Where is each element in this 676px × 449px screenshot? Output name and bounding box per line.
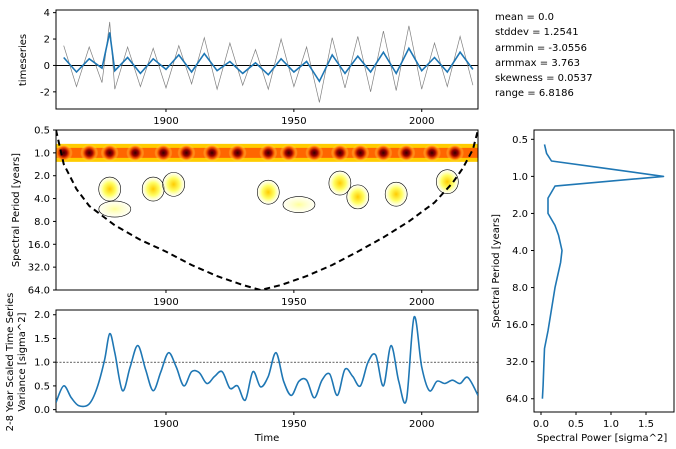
timeseries-smoothed-line xyxy=(63,32,474,83)
timeseries-ytick-label: 4 xyxy=(44,8,50,19)
global-ytick-label: 8.0 xyxy=(512,283,528,294)
global-xtick-label: 0.0 xyxy=(533,419,549,430)
wavelet-ylabel: Spectral Period [years] xyxy=(11,153,22,267)
power-contour xyxy=(384,181,408,207)
variance-ylabel-line1: 2-8 Year Scaled Time Series xyxy=(5,293,16,432)
annual-hotspot xyxy=(126,143,145,162)
global-ytick-label: 4.0 xyxy=(512,246,528,257)
scaled-variance-line xyxy=(56,316,478,408)
annual-hotspot xyxy=(330,143,349,162)
spectrum-ytick-label: 1.0 xyxy=(34,148,50,159)
stat-skewness: skewness = 0.0537 xyxy=(495,73,593,85)
variance-ytick-label: 0.0 xyxy=(34,405,50,416)
power-contour xyxy=(346,184,370,210)
timeseries-xtick-label: 2000 xyxy=(409,116,434,127)
global-xtick-label: 1.5 xyxy=(638,419,654,430)
annual-hotspot xyxy=(177,143,196,162)
power-contour xyxy=(98,200,132,218)
variance-xlabel: Time xyxy=(254,433,279,444)
global-ytick-label: 1.0 xyxy=(512,172,528,183)
annual-hotspot xyxy=(228,143,247,162)
annual-hotspot xyxy=(445,143,464,162)
global-ytick-label: 64.0 xyxy=(506,394,528,405)
global-ytick-label: 32.0 xyxy=(506,357,528,368)
annual-hotspot xyxy=(422,143,441,162)
global-ytick-label: 2.0 xyxy=(512,209,528,220)
global-ytick-label: 16.0 xyxy=(506,320,528,331)
annual-hotspot xyxy=(203,143,222,162)
variance-xtick-label: 1900 xyxy=(153,419,178,430)
power-contour xyxy=(436,169,459,195)
annual-hotspot xyxy=(259,143,278,162)
global-spectrum-xlabel: Spectral Power [sigma^2] xyxy=(537,433,668,444)
power-contour xyxy=(162,172,185,197)
power-contour xyxy=(256,179,280,205)
timeseries-ylabel: timeseries xyxy=(18,34,29,86)
spectrum-xtick-label: 2000 xyxy=(409,297,434,308)
power-contour xyxy=(282,196,316,213)
spectrum-ytick-label: 0.5 xyxy=(34,126,50,137)
annual-hotspot xyxy=(154,143,173,162)
global-spectrum-ylabel: Spectral Period [years] xyxy=(491,214,502,328)
spectrum-ytick-label: 4.0 xyxy=(34,194,50,205)
stat-armmax: armmax = 3.763 xyxy=(495,57,580,69)
stat-armmin: armmin = -3.0556 xyxy=(495,42,587,54)
variance-xtick-label: 2000 xyxy=(409,419,434,430)
annual-hotspot xyxy=(56,143,73,162)
spectrum-ytick-label: 8.0 xyxy=(34,217,50,228)
global-xtick-label: 0.5 xyxy=(568,419,584,430)
stat-stddev: stddev = 1.2541 xyxy=(495,27,579,39)
timeseries-xtick-label: 1950 xyxy=(281,116,306,127)
variance-ytick-label: 2.0 xyxy=(34,310,50,321)
variance-xtick-label: 1950 xyxy=(281,419,306,430)
annual-hotspot xyxy=(397,143,416,162)
annual-hotspot xyxy=(279,143,298,162)
annual-hotspot xyxy=(374,143,393,162)
power-contour xyxy=(141,176,165,202)
annual-hotspot xyxy=(100,143,119,162)
annual-hotspot xyxy=(351,143,370,162)
global-spectrum-panel: 0.51.02.04.08.016.032.064.00.0 0.5 1.0 1.5 … xyxy=(491,129,675,444)
variance-ytick-label: 1.5 xyxy=(34,334,50,345)
timeseries-xtick-label: 1900 xyxy=(153,116,178,127)
scaled-variance-panel: 0.0 0.5 1.0 1.5 2.0 1900 1950 2000 2-8 Year Sca… xyxy=(5,293,479,444)
spectrum-xtick-label: 1950 xyxy=(281,297,306,308)
variance-ylabel-line2: Variance [sigma^2] xyxy=(17,312,28,411)
stat-mean: mean = 0.0 xyxy=(495,12,554,23)
statistics-summary: mean = 0.0 stddev = 1.2541 armmin = -3.0… xyxy=(495,10,593,102)
spectrum-ytick-label: 2.0 xyxy=(34,171,50,182)
spectrum-ytick-label: 16.0 xyxy=(28,240,50,251)
stat-range: range = 6.8186 xyxy=(495,88,574,100)
spectrum-xtick-label: 1900 xyxy=(153,297,178,308)
timeseries-ytick-label: -2 xyxy=(40,87,50,98)
power-contour xyxy=(328,170,352,196)
global-xtick-label: 1.0 xyxy=(603,419,619,430)
cone-of-influence xyxy=(56,130,478,290)
global-spectrum-line xyxy=(541,144,665,399)
global-ytick-label: 0.5 xyxy=(512,135,528,146)
annual-hotspot xyxy=(305,143,324,162)
variance-ytick-label: 0.5 xyxy=(34,381,50,392)
spectrum-ytick-label: 32.0 xyxy=(28,263,50,274)
annual-hotspot xyxy=(80,143,99,162)
timeseries-panel: -2 0 2 4 1900 1950 2000 timeseries xyxy=(18,8,479,127)
power-contour xyxy=(98,176,122,202)
variance-ytick-label: 1.0 xyxy=(34,358,50,369)
timeseries-ytick-label: 0 xyxy=(44,61,50,72)
spectrum-ytick-label: 64.0 xyxy=(28,286,50,297)
timeseries-ytick-label: 2 xyxy=(44,35,50,46)
